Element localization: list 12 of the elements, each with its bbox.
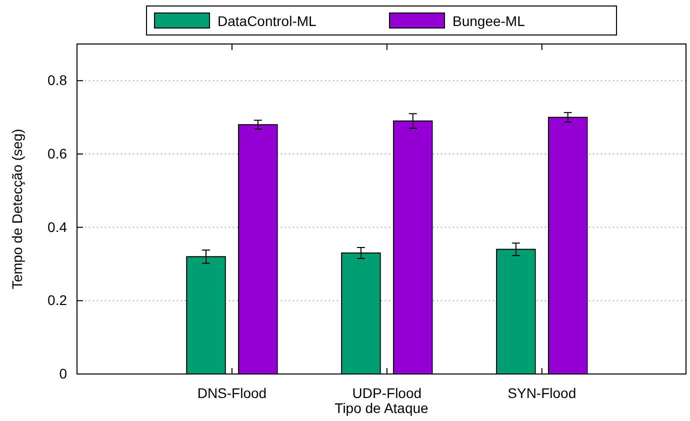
y-tick-label: 0.8	[48, 72, 68, 88]
y-tick-label: 0.6	[48, 145, 68, 162]
y-tick-label: 0	[59, 365, 68, 382]
x-axis-title: Tipo de Ataque	[334, 400, 429, 416]
x-tick-label: SYN-Flood	[508, 384, 576, 401]
legend-label: DataControl-ML	[218, 13, 317, 29]
y-tick-label: 0.4	[48, 218, 68, 235]
legend-label: Bungee-ML	[452, 13, 526, 29]
x-tick-label: DNS-Flood	[197, 384, 267, 401]
y-tick-label: 0.2	[48, 292, 68, 308]
x-tick-label: UDP-Flood	[352, 384, 422, 401]
y-axis-title: Tempo de Detecção (seg)	[9, 128, 25, 290]
